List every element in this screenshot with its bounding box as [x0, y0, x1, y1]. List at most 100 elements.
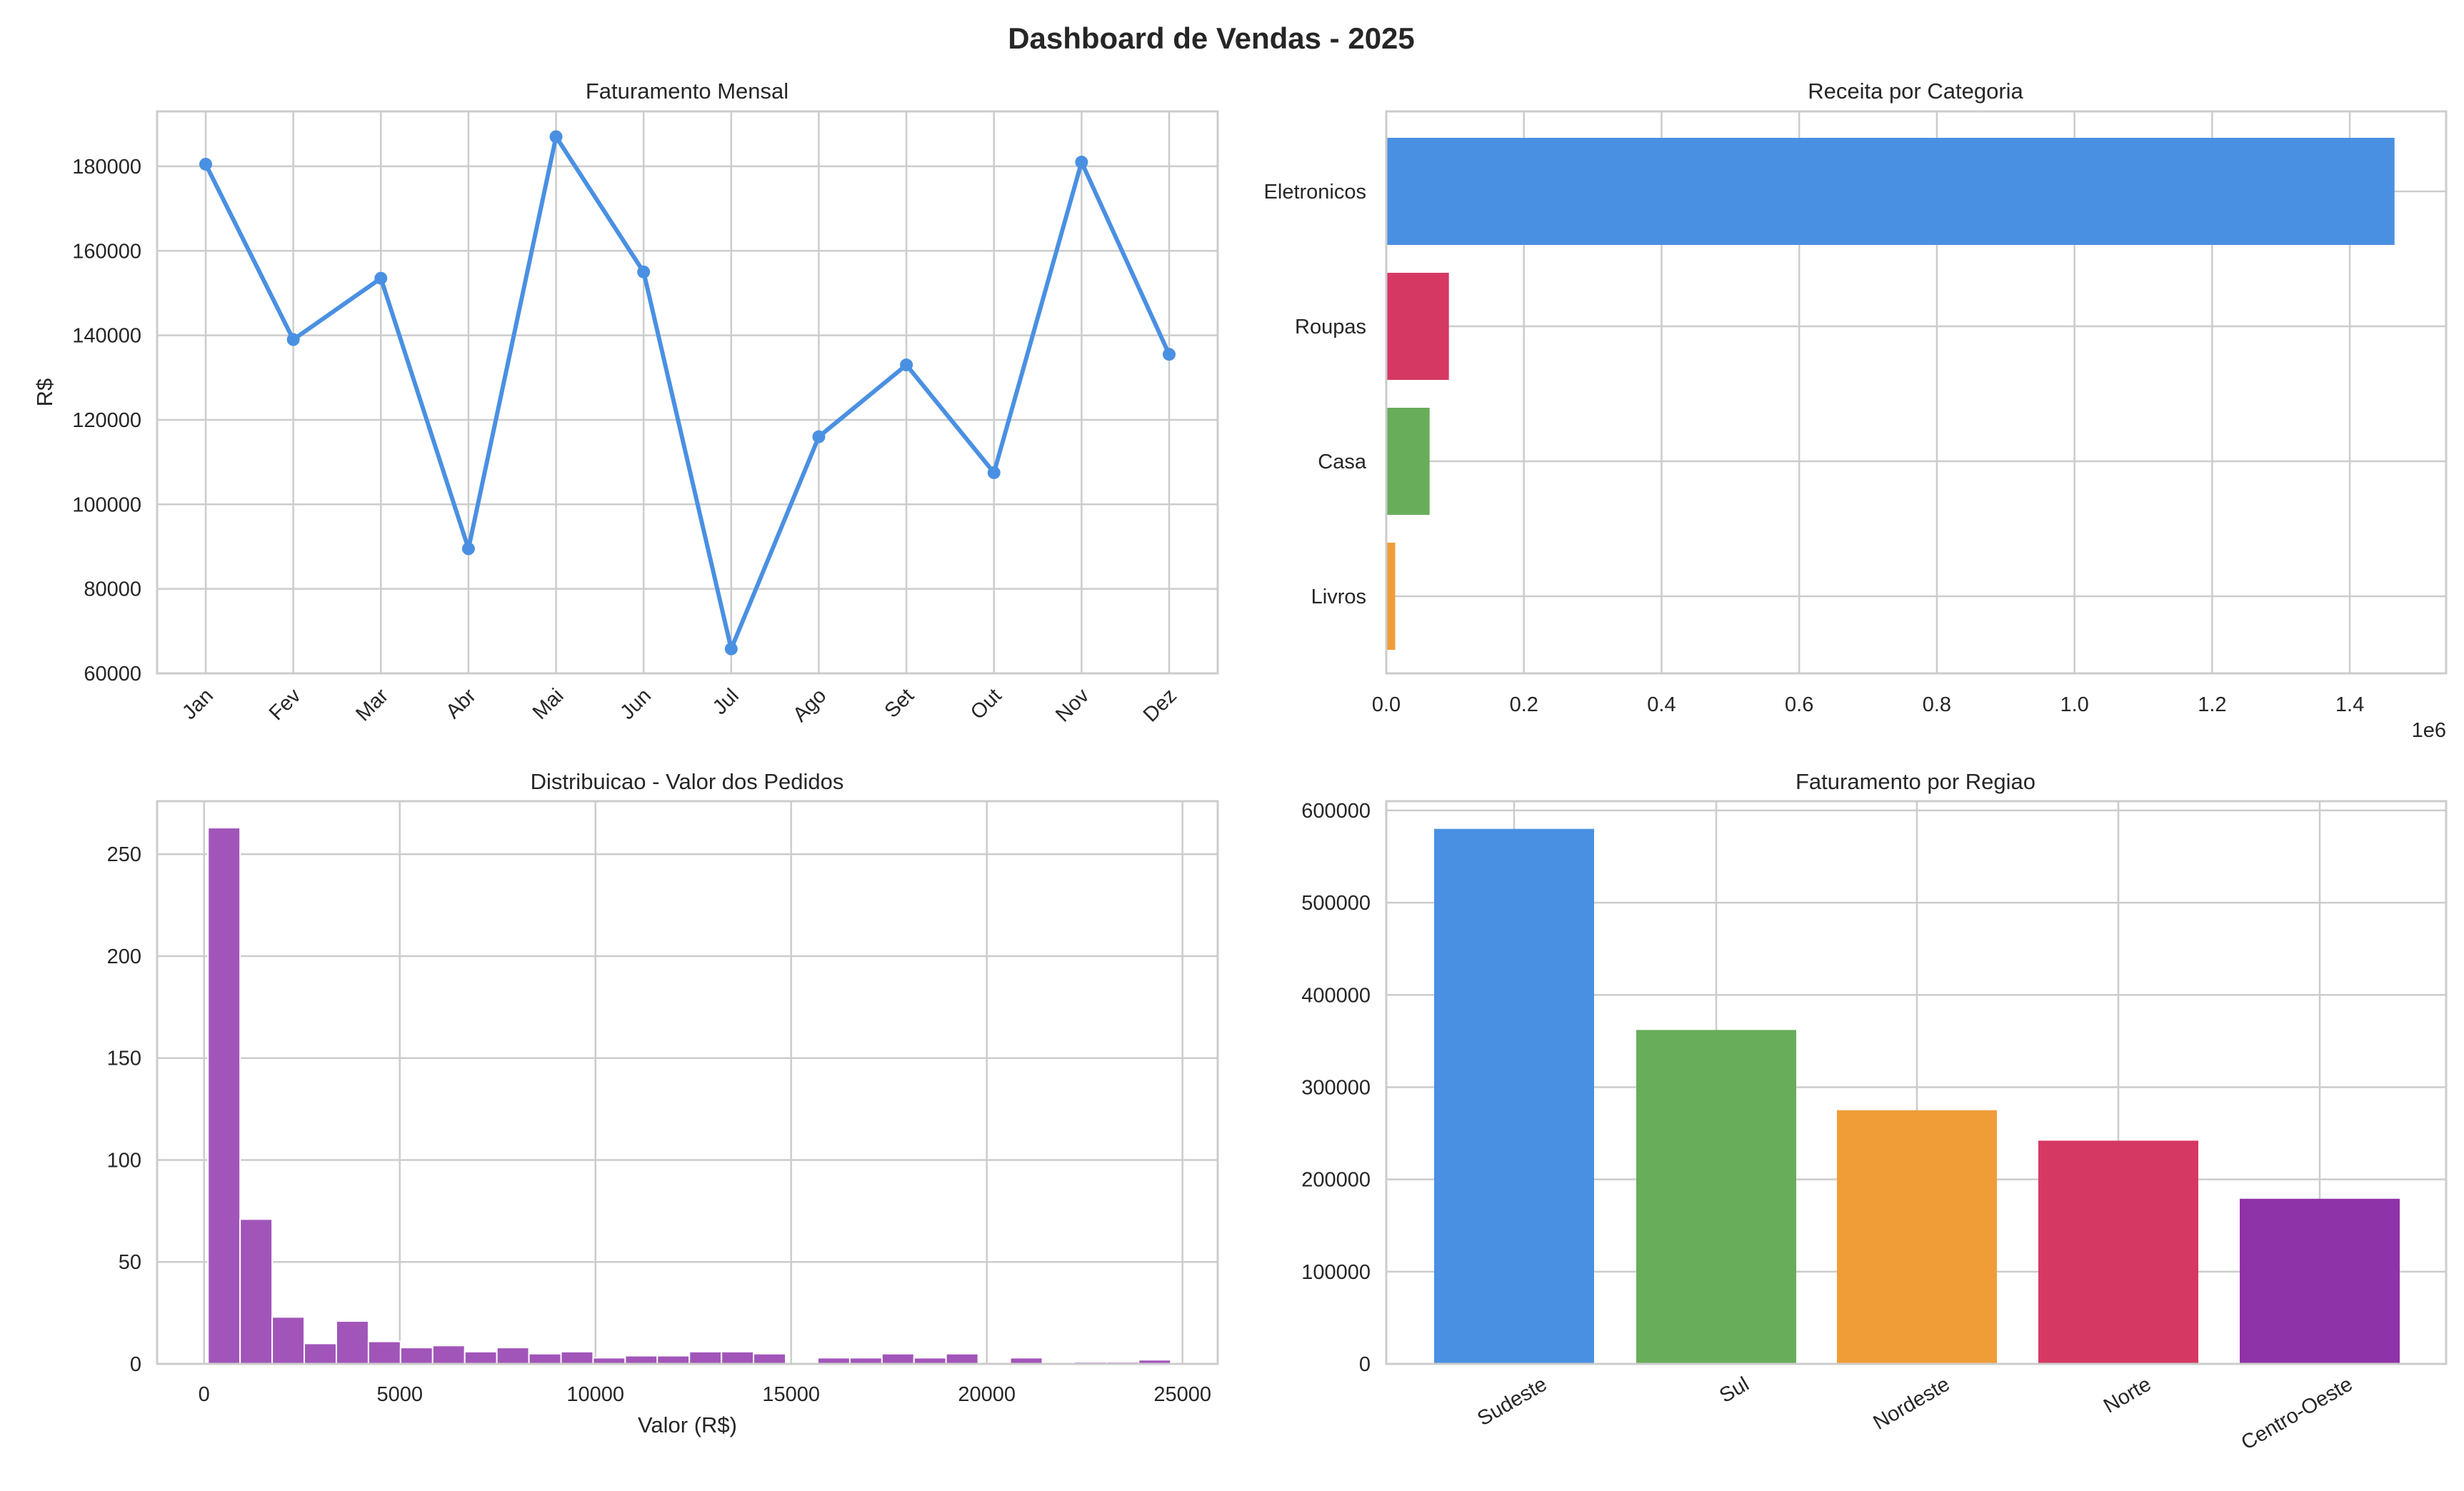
x-tick-label: Centro-Oeste — [2238, 1372, 2357, 1455]
y-tick-label: 400000 — [1301, 984, 1371, 1007]
revenue-by-region-bar-chart: Faturamento por Regiao 0 100000 200000 3000… — [1301, 769, 2448, 1455]
histogram-bar — [528, 1352, 562, 1365]
category-bar — [1386, 408, 1430, 515]
x-tick-label: Jan — [178, 684, 218, 724]
x-tick-label: Jun — [616, 684, 656, 724]
x-tick-label: Fev — [265, 684, 306, 725]
x-tick-label: Out — [966, 684, 1006, 724]
region-bar — [1636, 1030, 1796, 1364]
x-tick-label: Mai — [529, 684, 569, 724]
histogram-bar — [496, 1347, 530, 1365]
histogram-bar — [881, 1352, 915, 1365]
histogram-bar — [207, 827, 241, 1365]
dashboard-title: Dashboard de Vendas - 2025 — [1008, 21, 1415, 55]
revenue-line — [204, 134, 1171, 651]
data-point — [724, 642, 738, 656]
x-tick-label: 0 — [199, 1383, 210, 1406]
y-tick-label: 200 — [107, 945, 141, 968]
x-tick-label: 0.8 — [1923, 693, 1951, 716]
x-offset-text: 1e6 — [2412, 719, 2446, 742]
data-point — [987, 466, 1001, 479]
x-tick-label: Norte — [2100, 1372, 2155, 1417]
x-tick-label: Dez — [1139, 684, 1181, 726]
histogram-bar — [656, 1355, 691, 1365]
histogram-bar — [367, 1340, 401, 1365]
y-tick-label: 500000 — [1301, 892, 1371, 915]
y-tick-label: 100000 — [72, 493, 141, 516]
revenue-by-region-title: Faturamento por Regiao — [1796, 769, 2035, 794]
data-point — [1163, 348, 1176, 361]
x-tick-label: Sul — [1716, 1372, 1753, 1407]
revenue-by-category-bar-chart: Receita por Categoria 0.0 0.2 0.4 0.6 0.8 1.0… — [1264, 79, 2448, 742]
x-tick-label: Mar — [351, 684, 393, 726]
x-tick-label: Nordeste — [1870, 1372, 1954, 1435]
x-axis-label: Valor (R$) — [638, 1412, 737, 1437]
data-point — [900, 358, 913, 372]
histogram-bar — [560, 1350, 594, 1365]
histogram-bar — [624, 1355, 658, 1365]
histogram-bar — [688, 1350, 723, 1365]
order-value-histogram-title: Distribuicao - Valor dos Pedidos — [531, 769, 844, 794]
histogram-bar — [304, 1342, 337, 1365]
plot-frame — [1385, 110, 2448, 675]
y-tick-label: 150 — [107, 1048, 141, 1070]
x-tick-label: Sudeste — [1473, 1372, 1551, 1430]
y-tick-label: 100000 — [1301, 1261, 1371, 1284]
x-tick-label: 0.0 — [1372, 693, 1401, 716]
histogram-bar — [335, 1320, 369, 1365]
x-tick-label: Ago — [788, 684, 831, 726]
region-bar — [1837, 1110, 1997, 1364]
region-bar — [2038, 1140, 2198, 1364]
y-tick-label: Eletronicos — [1264, 181, 1366, 204]
data-point — [812, 430, 826, 443]
data-point — [374, 271, 388, 285]
x-tick-label: 5000 — [376, 1383, 423, 1406]
histogram-bar — [721, 1350, 755, 1365]
monthly-revenue-line-chart: Faturamento Mensal 60000 80000 100000 12000… — [32, 79, 1219, 726]
histogram-bar — [753, 1352, 787, 1365]
y-tick-label: Roupas — [1295, 316, 1366, 338]
data-point — [199, 157, 212, 171]
y-tick-label: 0 — [130, 1353, 141, 1376]
y-tick-label: 300000 — [1301, 1076, 1371, 1099]
histogram-bar — [945, 1352, 979, 1365]
plot-frame — [156, 800, 1219, 1365]
region-bar — [1434, 828, 1594, 1364]
y-tick-label: 60000 — [84, 663, 141, 686]
x-tick-label: Nov — [1051, 684, 1093, 726]
data-point — [1075, 156, 1088, 169]
data-point — [549, 130, 563, 144]
x-tick-label: Jul — [708, 684, 743, 719]
region-bar — [2240, 1198, 2400, 1364]
y-tick-label: 160000 — [72, 240, 141, 263]
data-point — [637, 265, 651, 278]
y-tick-label: 200000 — [1301, 1169, 1371, 1192]
histogram-bar — [271, 1316, 306, 1365]
x-tick-label: 25000 — [1153, 1383, 1211, 1406]
x-tick-label: 15000 — [762, 1383, 820, 1406]
y-tick-label: Livros — [1311, 586, 1366, 608]
plot-frame — [1385, 800, 2448, 1365]
x-tick-label: 10000 — [566, 1383, 624, 1406]
x-tick-label: 0.6 — [1785, 693, 1813, 716]
x-tick-label: 0.2 — [1510, 693, 1538, 716]
histogram-bar — [239, 1218, 274, 1365]
data-point — [286, 333, 300, 346]
monthly-revenue-title: Faturamento Mensal — [586, 79, 788, 104]
category-bar — [1386, 273, 1449, 380]
y-tick-label: 600000 — [1301, 800, 1371, 823]
category-bar — [1386, 138, 2395, 245]
histogram-bar — [464, 1350, 498, 1365]
y-tick-label: 0 — [1359, 1353, 1371, 1376]
plot-frame — [156, 110, 1219, 675]
y-tick-label: 250 — [107, 843, 141, 866]
data-point — [461, 542, 475, 556]
histogram-bar — [431, 1345, 466, 1365]
revenue-by-category-title: Receita por Categoria — [1808, 79, 2023, 104]
histogram-bar — [399, 1347, 434, 1365]
x-tick-label: 1.4 — [2335, 693, 2364, 716]
y-axis-label: R$ — [32, 378, 57, 407]
category-bar — [1386, 543, 1396, 650]
order-value-histogram: Distribuicao - Valor dos Pedidos 0 5000 10… — [107, 769, 1219, 1437]
